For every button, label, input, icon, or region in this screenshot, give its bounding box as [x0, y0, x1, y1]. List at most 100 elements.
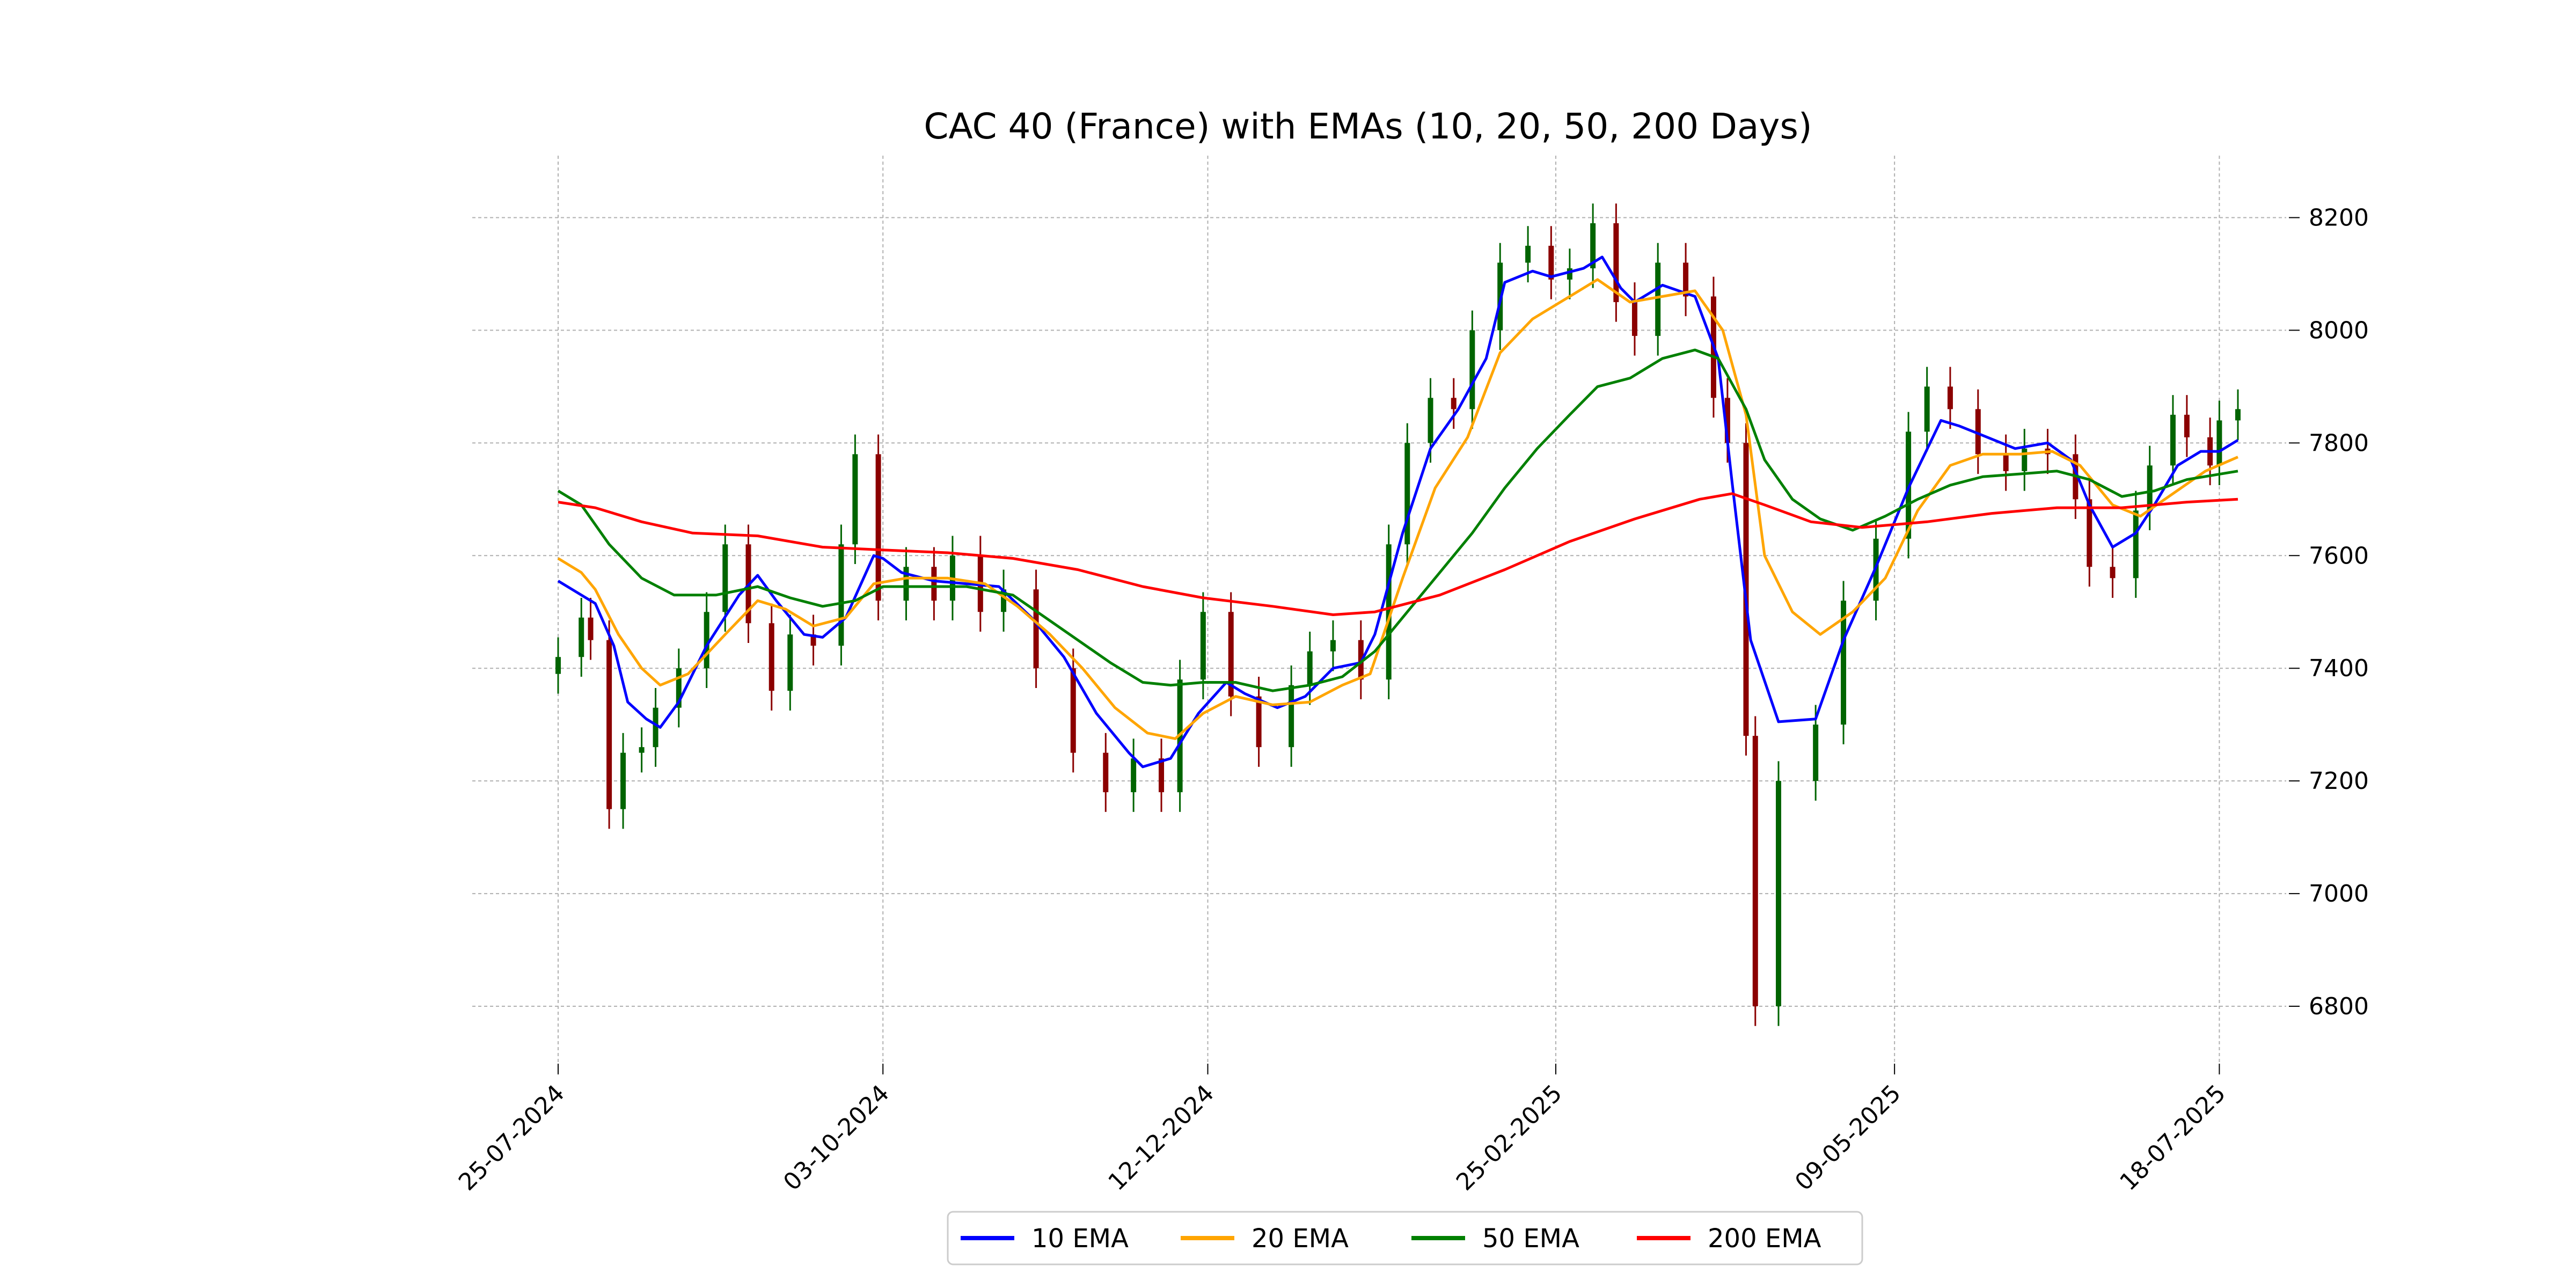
candlestick	[2170, 395, 2176, 486]
candlestick	[639, 727, 645, 773]
candle-body	[1228, 612, 1234, 697]
candlestick	[769, 603, 774, 711]
grid-lines	[472, 156, 2286, 1063]
ema-line-200-ema	[558, 492, 2238, 616]
y-tick-label: 7400	[2309, 655, 2369, 682]
candle-body	[2216, 420, 2222, 466]
candle-body	[1613, 223, 1619, 302]
candle-body	[1590, 223, 1596, 268]
candle-body	[1404, 443, 1410, 545]
candlestick	[1813, 705, 1819, 801]
candle-body	[1947, 386, 1953, 409]
candle-body	[1307, 651, 1313, 685]
x-tick-label: 25-07-2024	[453, 1080, 570, 1196]
candle-body	[1386, 544, 1392, 680]
candle-body	[2235, 409, 2241, 421]
legend-label: 50 EMA	[1482, 1224, 1579, 1254]
candlestick	[653, 687, 658, 767]
candle-body	[1813, 724, 1819, 781]
legend-label: 20 EMA	[1252, 1224, 1349, 1254]
candle-body	[2147, 465, 2153, 511]
candlestick	[1776, 761, 1782, 1026]
ema-line-50-ema	[557, 348, 2238, 692]
candlestick	[2133, 491, 2139, 598]
candle-body	[2184, 414, 2190, 437]
candlestick	[1451, 378, 1457, 429]
candle-body	[1289, 685, 1294, 748]
candlestick	[1567, 248, 1572, 299]
candle-body	[1525, 245, 1531, 263]
y-tick-label: 7800	[2309, 429, 2369, 457]
x-tick-label: 18-07-2025	[2114, 1080, 2231, 1196]
candle-body	[1428, 398, 1433, 443]
ema-line-20-ema	[557, 278, 2238, 740]
candle-body	[1724, 398, 1730, 443]
candlestick	[787, 614, 793, 711]
candle-body	[1841, 601, 1847, 725]
candle-body	[1975, 409, 1981, 455]
legend-label: 10 EMA	[1031, 1224, 1129, 1254]
candle-body	[903, 567, 909, 601]
candlestick	[1001, 569, 1007, 632]
ema-line-10-ema	[557, 255, 2239, 769]
candle-body	[810, 634, 816, 646]
candlestick	[2110, 547, 2116, 598]
candle-body	[2133, 510, 2139, 579]
candlestick	[1752, 716, 1758, 1026]
candle-body	[1776, 781, 1782, 1007]
candlestick	[1256, 676, 1262, 767]
candle-body	[1256, 696, 1262, 748]
legend: 10 EMA 20 EMA 50 EMA 200 EMA	[947, 1211, 1863, 1265]
candle-body	[1683, 262, 1689, 297]
legend-label: 200 EMA	[1708, 1224, 1821, 1254]
x-tick-label: 09-05-2025	[1790, 1080, 1906, 1196]
candle-body	[653, 707, 658, 748]
candlestick	[1975, 389, 1981, 474]
candlestick	[1924, 367, 1930, 452]
candlestick	[1590, 203, 1596, 288]
candle-body	[787, 634, 793, 691]
candle-body	[2110, 567, 2116, 579]
candlestick	[1033, 569, 1039, 688]
candle-body	[1070, 668, 1076, 753]
candlestick	[1548, 226, 1554, 299]
x-axis-ticks: 25-07-2024 03-10-2024 12-12-2024 25-02-2025…	[453, 1064, 2231, 1196]
candle-body	[2170, 414, 2176, 466]
candle-body	[1033, 589, 1039, 669]
candlestick	[579, 598, 584, 677]
candlestick	[676, 648, 682, 728]
candlestick	[1103, 733, 1109, 812]
candle-body	[1200, 612, 1206, 680]
candle-body	[1752, 736, 1758, 1007]
candle-body	[579, 617, 584, 657]
candlestick	[1330, 620, 1336, 671]
candlestick	[620, 733, 626, 829]
candlestick	[903, 547, 909, 620]
candlestick	[1159, 738, 1165, 812]
candlestick	[606, 620, 612, 829]
candle-body	[2087, 499, 2092, 567]
candlestick	[875, 434, 881, 620]
candle-body	[620, 752, 626, 809]
candlestick	[2184, 395, 2190, 457]
candle-body	[2022, 448, 2028, 471]
candlestick	[1947, 367, 1953, 429]
y-tick-label: 7600	[2309, 542, 2369, 569]
candlestick	[1683, 243, 1689, 317]
candle-body	[1924, 386, 1930, 432]
candlestick	[2022, 429, 2028, 491]
candle-body	[931, 567, 937, 601]
candlestick	[2087, 479, 2092, 587]
candle-body	[1655, 262, 1661, 336]
candlestick	[1655, 243, 1661, 356]
candle-body	[722, 544, 728, 612]
candlestick	[1386, 524, 1392, 699]
candlestick	[588, 598, 594, 660]
candlestick	[1131, 738, 1137, 812]
candlestick	[555, 637, 561, 694]
x-tick-label: 12-12-2024	[1103, 1080, 1219, 1196]
candle-body	[1159, 758, 1165, 793]
candle-body	[606, 640, 612, 809]
candlestick	[1228, 592, 1234, 716]
